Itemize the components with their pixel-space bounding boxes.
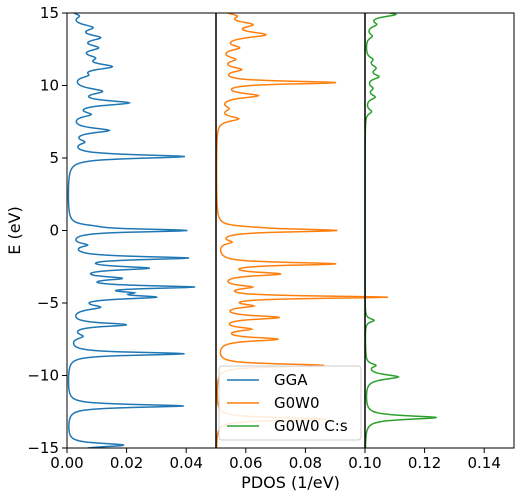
y-tick-label: 10	[40, 77, 59, 95]
y-tick-label: 15	[40, 4, 59, 22]
y-axis-ticks: −15 −10 −5 0 5 10 15	[27, 4, 67, 457]
y-tick-label: 5	[49, 149, 59, 167]
x-tick-label: 0.06	[229, 454, 262, 472]
x-tick-label: 0.04	[169, 454, 202, 472]
x-tick-label: 0.12	[408, 454, 441, 472]
y-axis-title: E (eV)	[5, 206, 24, 254]
series-line-2	[364, 13, 437, 448]
x-tick-label: 0.10	[348, 454, 381, 472]
offset-lines	[215, 13, 366, 448]
y-tick-label: −5	[37, 294, 59, 312]
y-tick-label: 0	[49, 222, 59, 240]
x-axis-ticks: 0.00 0.02 0.04 0.06 0.08 0.10 0.12 0.14	[50, 448, 501, 472]
x-tick-label: 0.14	[467, 454, 500, 472]
legend: GGA G0W0 G0W0 C:s	[218, 365, 362, 441]
x-axis-title: PDOS (1/eV)	[241, 473, 340, 492]
series-line-0	[67, 13, 196, 448]
legend-label-2: G0W0 C:s	[274, 417, 348, 435]
x-tick-label: 0.00	[50, 454, 83, 472]
x-tick-label: 0.08	[289, 454, 322, 472]
legend-box	[218, 365, 362, 441]
y-tick-label: −10	[27, 367, 59, 385]
legend-label-0: GGA	[274, 371, 308, 389]
legend-label-1: G0W0	[274, 394, 320, 412]
y-tick-label: −15	[27, 439, 59, 457]
x-tick-label: 0.02	[110, 454, 143, 472]
